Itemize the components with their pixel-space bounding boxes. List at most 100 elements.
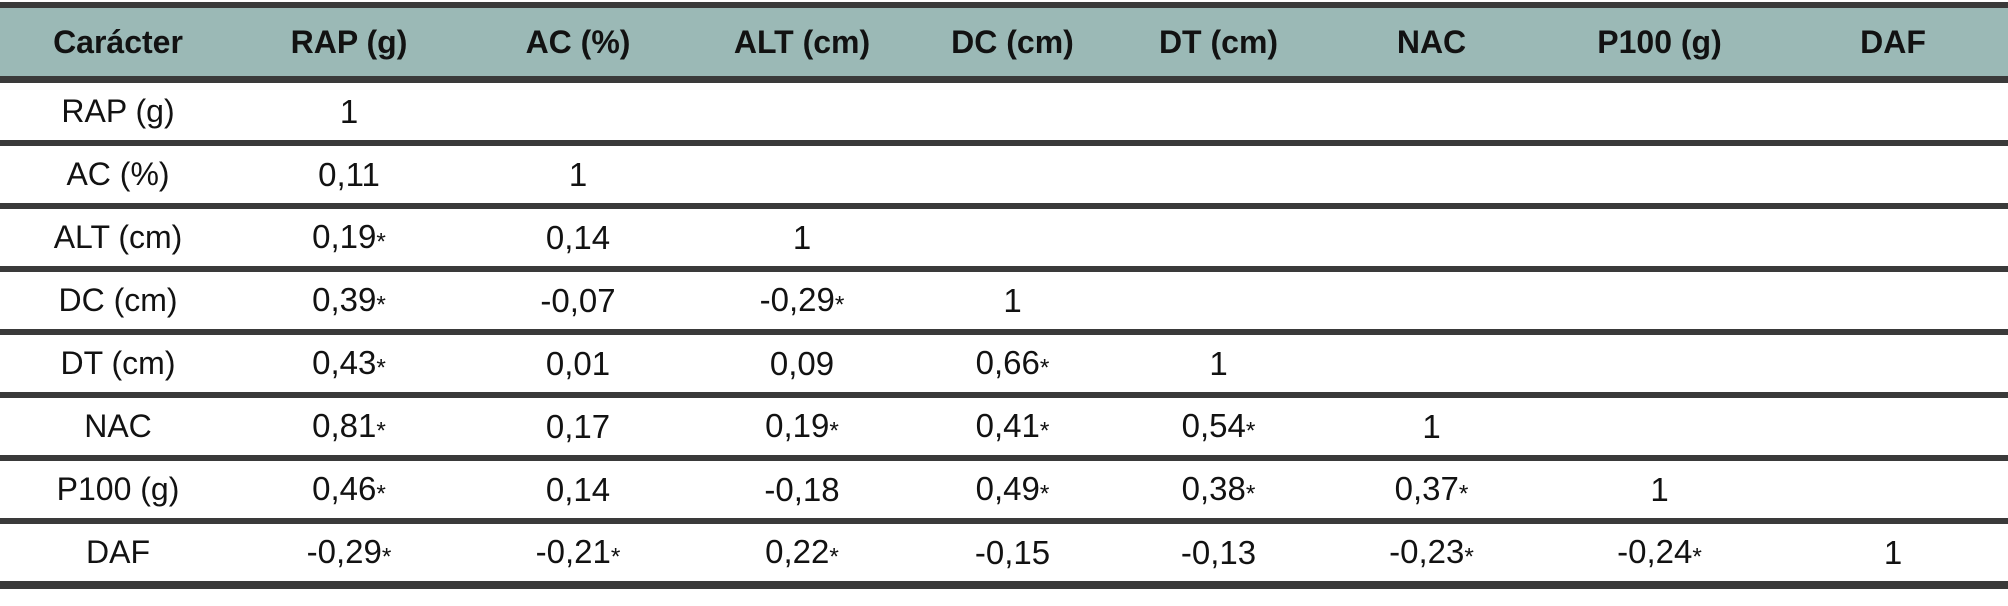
value-cell: -0,29* xyxy=(694,269,910,335)
value-cell xyxy=(1541,332,1778,398)
column-header-daf: DAF xyxy=(1778,5,2008,83)
value-cell xyxy=(1541,79,1778,146)
column-header-p100: P100 (g) xyxy=(1541,5,1778,83)
value-cell xyxy=(1115,143,1322,209)
significance-asterisk: * xyxy=(829,543,839,571)
value-cell: 0,11 xyxy=(236,143,462,209)
value-cell: 1 xyxy=(1778,521,2008,589)
table-row-nac: NAC 0,81* 0,17 0,19* 0,41* 0,54* 1 xyxy=(0,395,2008,461)
value-cell: -0,23* xyxy=(1322,521,1541,589)
value-cell xyxy=(1322,269,1541,335)
significance-asterisk: * xyxy=(376,480,386,508)
row-label: DT (cm) xyxy=(0,332,236,398)
value-cell xyxy=(1115,269,1322,335)
value-cell xyxy=(910,206,1115,272)
significance-asterisk: * xyxy=(1039,417,1050,445)
column-header-ac: AC (%) xyxy=(462,5,694,83)
significance-asterisk: * xyxy=(381,543,392,571)
value-cell: 0,49* xyxy=(910,458,1115,524)
value-cell: 0,38* xyxy=(1115,458,1322,524)
value-cell xyxy=(1778,269,2008,335)
value-cell: 0,81* xyxy=(236,395,462,461)
value-cell: 0,54* xyxy=(1115,395,1322,461)
significance-asterisk: * xyxy=(1039,354,1050,382)
value-cell: 0,43* xyxy=(236,332,462,398)
row-label: P100 (g) xyxy=(0,458,236,524)
value-cell xyxy=(1541,143,1778,209)
value-cell xyxy=(694,79,910,146)
value-cell: 0,09 xyxy=(694,332,910,398)
value-cell: -0,21* xyxy=(462,521,694,589)
value-cell: 1 xyxy=(462,143,694,209)
row-label: RAP (g) xyxy=(0,79,236,146)
value-cell: 0,19* xyxy=(236,206,462,272)
value-cell xyxy=(1541,269,1778,335)
significance-asterisk: * xyxy=(1458,480,1469,508)
value-cell: -0,15 xyxy=(910,521,1115,589)
value-cell xyxy=(1322,79,1541,146)
significance-asterisk: * xyxy=(1039,480,1050,508)
value-cell: 0,37* xyxy=(1322,458,1541,524)
value-cell: 0,41* xyxy=(910,395,1115,461)
value-cell xyxy=(1115,206,1322,272)
value-cell: 0,39* xyxy=(236,269,462,335)
table-row-dc: DC (cm) 0,39* -0,07 -0,29* 1 xyxy=(0,269,2008,335)
column-header-alt: ALT (cm) xyxy=(694,5,910,83)
value-cell: 0,17 xyxy=(462,395,694,461)
table-row-rap: RAP (g) 1 xyxy=(0,79,2008,146)
table-row-dt: DT (cm) 0,43* 0,01 0,09 0,66* 1 xyxy=(0,332,2008,398)
significance-asterisk: * xyxy=(1245,417,1256,445)
value-cell: -0,24* xyxy=(1541,521,1778,589)
value-cell: 0,22* xyxy=(694,521,910,589)
value-cell xyxy=(1778,206,2008,272)
value-cell xyxy=(1778,458,2008,524)
value-cell xyxy=(1778,79,2008,146)
value-cell xyxy=(1778,143,2008,209)
value-cell: -0,18 xyxy=(694,458,910,524)
value-cell xyxy=(1322,143,1541,209)
value-cell xyxy=(910,79,1115,146)
significance-asterisk: * xyxy=(376,354,386,382)
significance-asterisk: * xyxy=(376,228,386,256)
column-header-dc: DC (cm) xyxy=(910,5,1115,83)
value-cell: 0,66* xyxy=(910,332,1115,398)
column-header-dt: DT (cm) xyxy=(1115,5,1322,83)
significance-asterisk: * xyxy=(829,417,839,445)
value-cell xyxy=(1322,332,1541,398)
value-cell: 1 xyxy=(1115,332,1322,398)
significance-asterisk: * xyxy=(1464,543,1474,571)
significance-asterisk: * xyxy=(610,543,621,571)
table-row-alt: ALT (cm) 0,19* 0,14 1 xyxy=(0,206,2008,272)
table-row-daf: DAF -0,29* -0,21* 0,22* -0,15 -0,13 -0,2… xyxy=(0,521,2008,589)
header-row: Carácter RAP (g) AC (%) ALT (cm) DC (cm)… xyxy=(0,5,2008,83)
value-cell: 0,14 xyxy=(462,458,694,524)
value-cell: 1 xyxy=(1541,458,1778,524)
row-label: DAF xyxy=(0,521,236,589)
value-cell xyxy=(1541,395,1778,461)
significance-asterisk: * xyxy=(376,291,386,319)
value-cell xyxy=(1778,395,2008,461)
row-label: ALT (cm) xyxy=(0,206,236,272)
value-cell xyxy=(910,143,1115,209)
column-header-rap: RAP (g) xyxy=(236,5,462,83)
table-row-p100: P100 (g) 0,46* 0,14 -0,18 0,49* 0,38* 0,… xyxy=(0,458,2008,524)
value-cell xyxy=(1322,206,1541,272)
value-cell: 0,14 xyxy=(462,206,694,272)
significance-asterisk: * xyxy=(834,291,845,319)
value-cell: 1 xyxy=(910,269,1115,335)
correlation-table-figure: Carácter RAP (g) AC (%) ALT (cm) DC (cm)… xyxy=(0,2,2008,589)
value-cell: -0,13 xyxy=(1115,521,1322,589)
value-cell: 0,46* xyxy=(236,458,462,524)
column-header-caracter: Carácter xyxy=(0,5,236,83)
value-cell: 1 xyxy=(694,206,910,272)
value-cell: -0,29* xyxy=(236,521,462,589)
value-cell xyxy=(1778,332,2008,398)
value-cell xyxy=(694,143,910,209)
value-cell: 1 xyxy=(1322,395,1541,461)
significance-asterisk: * xyxy=(1692,543,1702,571)
value-cell xyxy=(1541,206,1778,272)
value-cell: -0,07 xyxy=(462,269,694,335)
row-label: DC (cm) xyxy=(0,269,236,335)
correlation-table: Carácter RAP (g) AC (%) ALT (cm) DC (cm)… xyxy=(0,2,2008,589)
value-cell xyxy=(462,79,694,146)
